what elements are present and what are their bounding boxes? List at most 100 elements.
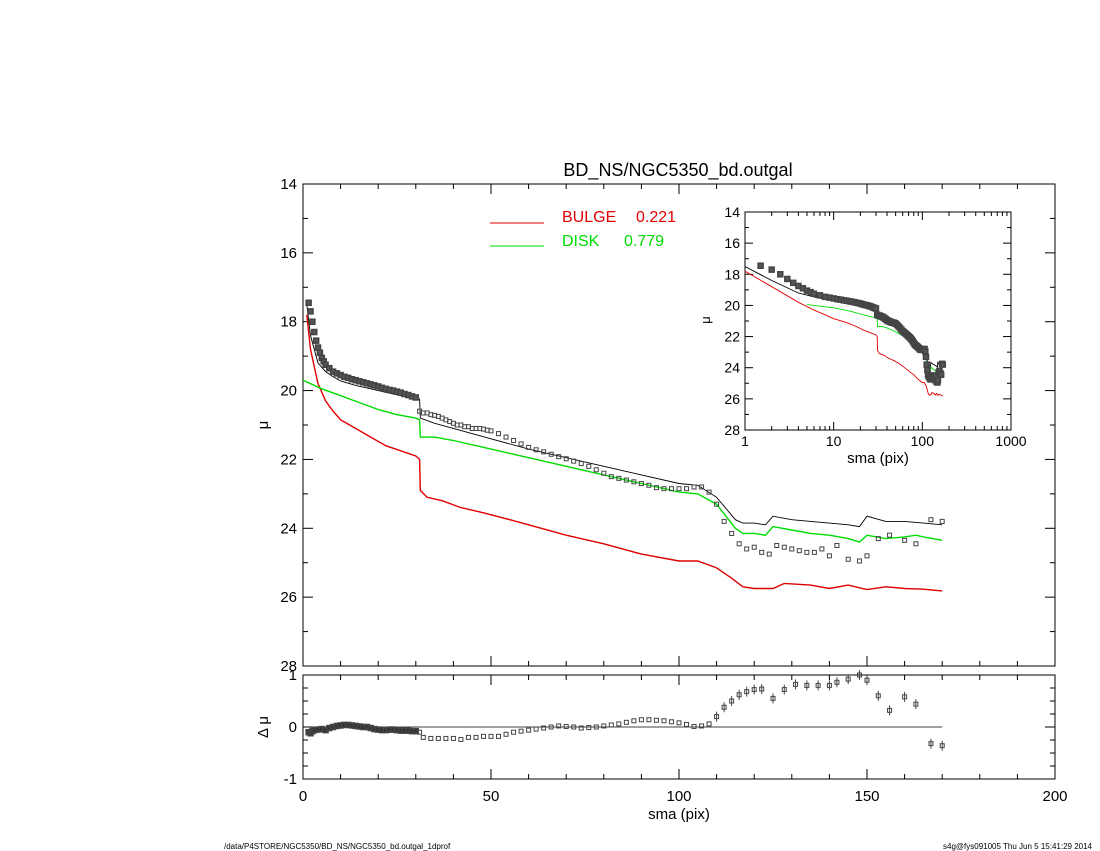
inset-data-point: [789, 279, 797, 287]
data-point: [326, 364, 333, 372]
data-point: [601, 470, 607, 476]
residual-point: [480, 733, 486, 739]
footer-file-path: /data/P4STORE/NGC5350/BD_NS/NGC5350_bd.o…: [224, 842, 451, 851]
y-tick-label: 18: [280, 314, 297, 331]
data-point: [541, 449, 547, 455]
data-point: [623, 477, 629, 483]
residual-point: [845, 676, 851, 682]
residual-y-tick-label: 1: [289, 667, 297, 684]
residual-point: [714, 714, 720, 720]
data-point: [661, 486, 667, 492]
data-point: [902, 537, 908, 543]
residual-point: [563, 723, 569, 729]
residual-point: [412, 727, 420, 735]
residual-point: [706, 721, 712, 727]
residual-point: [913, 701, 919, 707]
residual-point: [676, 720, 682, 726]
inset-background: [745, 212, 1011, 430]
residual-y-tick-labels: 1 0 -1: [284, 667, 297, 788]
residual-series-group: [303, 670, 945, 751]
residual-point: [503, 731, 509, 737]
inset-data-point: [784, 275, 791, 283]
residual-point: [518, 728, 524, 734]
data-point: [913, 541, 919, 547]
series-bulge-line: [306, 314, 943, 592]
residual-point: [511, 729, 517, 735]
residual-point: [420, 734, 426, 740]
y-tick-label: 20: [280, 383, 297, 400]
data-point: [826, 553, 832, 559]
residual-point: [684, 721, 690, 727]
data-point: [305, 299, 312, 307]
x-tick-label: 50: [483, 788, 500, 805]
residual-axis-ticks: [302, 674, 1056, 780]
data-point: [496, 431, 502, 437]
x-tick-label: 0: [299, 788, 307, 805]
inset-data-point: [937, 371, 945, 378]
data-point: [593, 467, 599, 473]
residual-point: [548, 724, 554, 730]
residual-point: [556, 723, 562, 729]
residual-point: [721, 704, 727, 710]
residual-point: [815, 682, 821, 688]
inset-y-tick-label: 14: [724, 204, 740, 220]
residual-point: [571, 724, 577, 730]
residual-point: [458, 736, 464, 742]
data-point: [714, 501, 720, 507]
inset-log-panel: 14 16 18 20 22 24 26 28 1 10 100 1000 sma (pix) μ: [698, 204, 1027, 467]
data-point: [586, 463, 592, 469]
data-points: [305, 299, 945, 564]
data-point: [796, 548, 802, 554]
inset-x-tick-label: 10: [826, 433, 842, 449]
inset-x-tick-label: 1000: [995, 433, 1026, 449]
data-point: [676, 486, 682, 492]
data-point: [751, 544, 757, 550]
residual-point: [616, 721, 622, 727]
inset-series-bulge-line: [744, 270, 944, 397]
data-point: [638, 481, 644, 487]
data-point: [744, 546, 750, 552]
residual-point: [435, 735, 441, 741]
data-point: [563, 456, 569, 462]
data-point: [309, 318, 316, 325]
residual-y-tick-label: 0: [289, 719, 297, 736]
main-series-group: [302, 299, 945, 592]
residual-point: [631, 718, 637, 724]
data-point: [511, 437, 517, 443]
inset-x-tick-labels: 1 10 100 1000: [741, 433, 1027, 449]
residual-point: [541, 725, 547, 731]
inset-data-point: [934, 376, 942, 384]
data-point: [856, 558, 862, 564]
residual-point: [443, 735, 449, 741]
series-total-line: [306, 304, 943, 528]
data-point: [571, 458, 577, 464]
data-point: [684, 486, 690, 492]
data-point: [316, 349, 324, 356]
series-disk-line: [302, 379, 943, 543]
residual-point: [864, 677, 870, 683]
residual-point: [646, 717, 652, 723]
y-tick-label: 28: [280, 658, 297, 675]
y-tick-label: 24: [280, 520, 297, 537]
inset-data-point: [816, 292, 824, 299]
data-point: [488, 428, 494, 434]
residual-point: [887, 707, 893, 713]
data-point: [706, 489, 712, 495]
residual-point: [793, 681, 799, 687]
x-tick-label: 100: [666, 788, 691, 805]
residual-point: [473, 734, 479, 740]
y-tick-label: 16: [280, 245, 297, 262]
residual-point: [428, 735, 434, 741]
residual-point: [804, 682, 810, 688]
residual-point: [601, 723, 607, 729]
data-point: [845, 556, 851, 562]
residual-point: [699, 723, 705, 729]
residual-panel: 10-1 0 50 100 150 200 sma (pix) Δ μ: [255, 667, 1068, 823]
data-point: [608, 474, 614, 480]
data-point: [307, 308, 314, 315]
residual-points: [305, 670, 945, 751]
residual-point: [691, 723, 697, 729]
data-point: [729, 530, 735, 536]
x-tick-label: 150: [854, 788, 879, 805]
residual-point: [488, 733, 494, 739]
